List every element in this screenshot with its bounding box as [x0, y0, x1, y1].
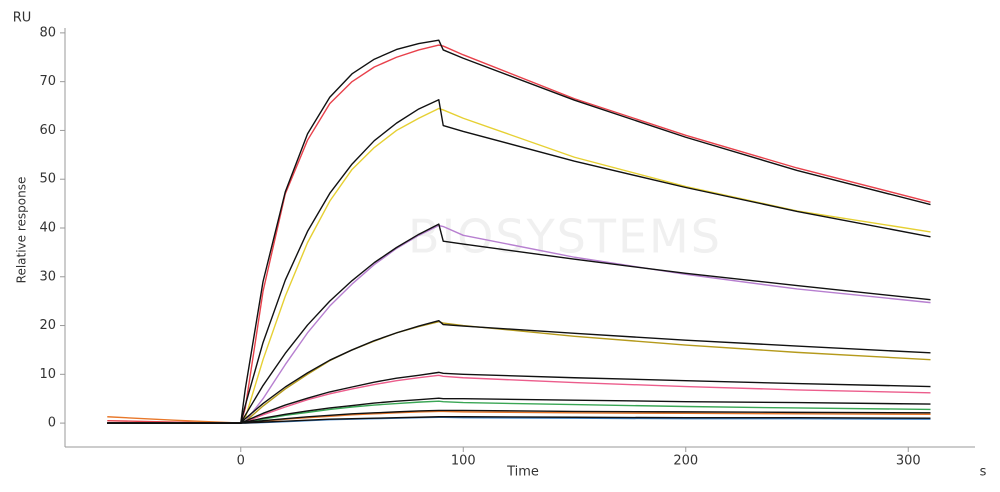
y-tick-label: 0: [48, 416, 56, 431]
y-tick-label: 20: [39, 318, 56, 333]
y-axis-label: Relative response: [15, 177, 29, 284]
x-axis-label: Time: [506, 465, 539, 480]
y-tick-label: 50: [39, 172, 56, 187]
y-tick-label: 60: [39, 123, 56, 138]
x-tick-label: 0: [237, 454, 245, 469]
y-tick-label: 80: [39, 25, 56, 40]
y-tick-label: 30: [39, 269, 56, 284]
x-tick-label: 100: [451, 454, 476, 469]
series-line: [107, 319, 931, 424]
series-line: [107, 416, 931, 424]
y-tick-label: 40: [39, 220, 56, 235]
y-unit: RU: [13, 11, 32, 26]
x-unit: s: [980, 465, 987, 480]
y-tick-label: 70: [39, 74, 56, 89]
y-tick-label: 10: [39, 367, 56, 382]
x-tick-label: 300: [896, 454, 921, 469]
x-tick-label: 200: [673, 454, 698, 469]
series-line: [107, 371, 931, 424]
series-line: [107, 99, 931, 424]
series-line: [107, 223, 931, 424]
series-line: [107, 39, 931, 424]
series-line: [107, 44, 931, 424]
